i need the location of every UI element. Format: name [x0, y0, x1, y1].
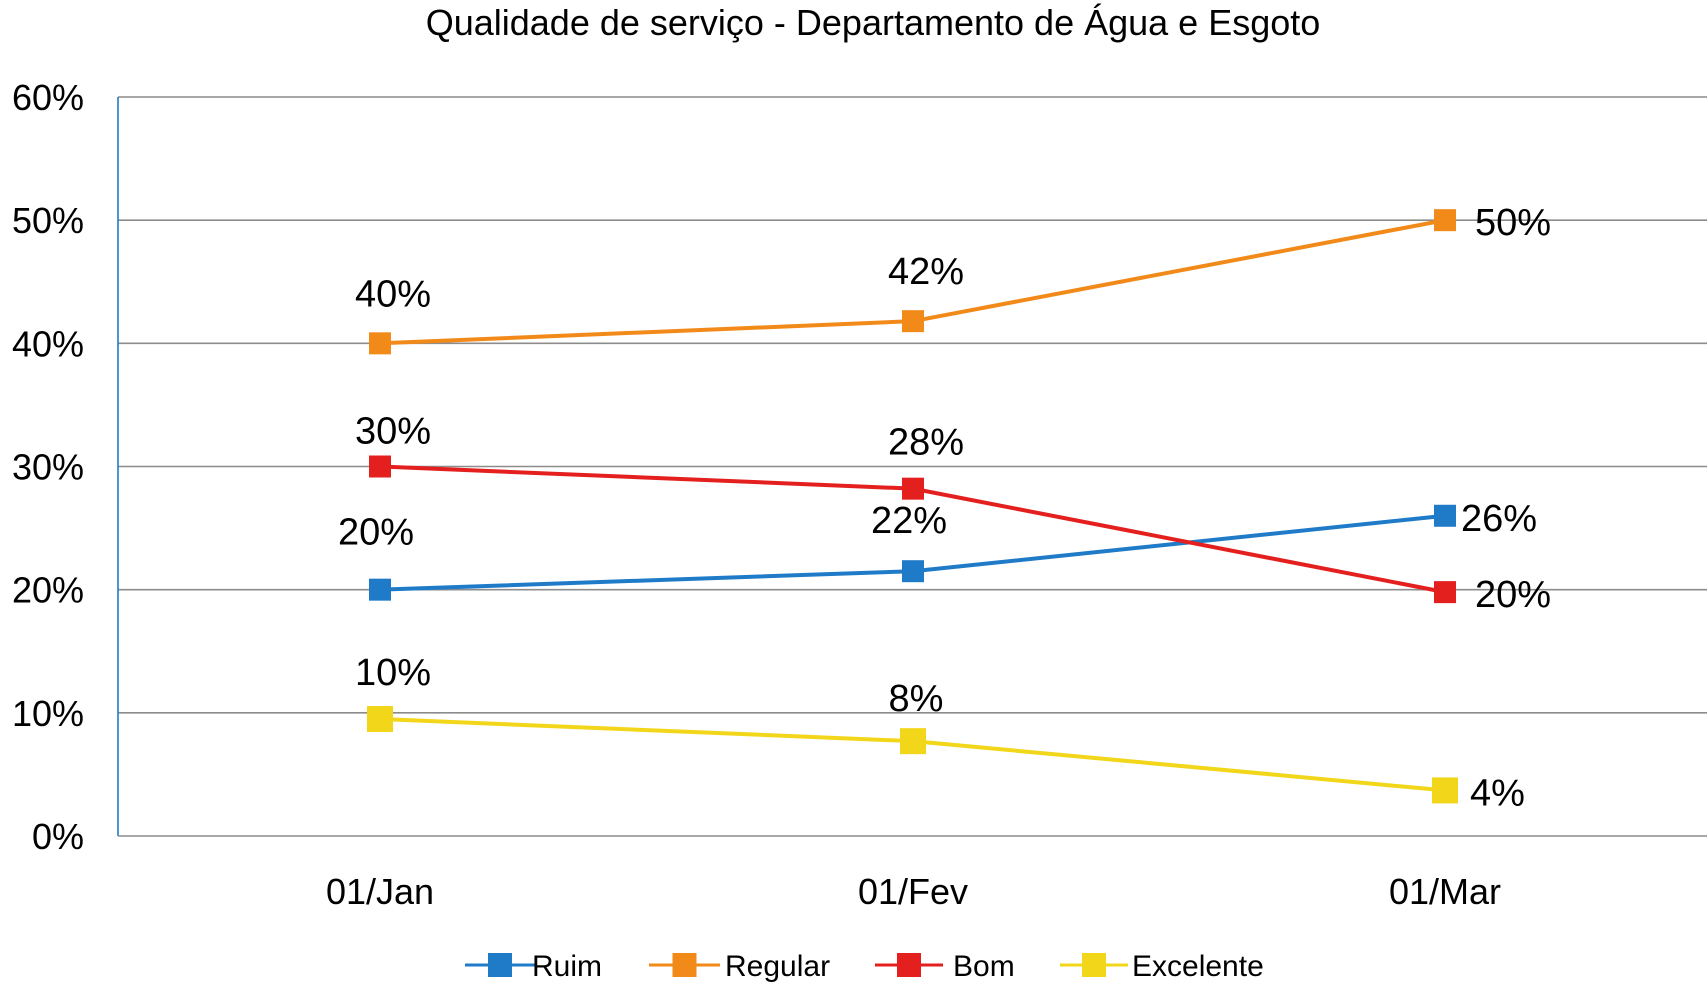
data-label: 20%	[1475, 574, 1551, 616]
series-excelente: 10% 8% 4%	[355, 652, 1525, 814]
grid-lines	[118, 96, 1707, 714]
x-tick-label: 01/Mar	[1389, 871, 1501, 912]
data-label: 42%	[888, 251, 964, 293]
data-point-marker	[1434, 504, 1456, 527]
data-label: 4%	[1470, 772, 1525, 814]
y-tick-label: 60%	[12, 77, 84, 118]
legend: Ruim Regular Bom Excelente	[465, 950, 1264, 983]
legend-marker	[488, 953, 512, 977]
data-label: 26%	[1461, 498, 1537, 540]
data-point-marker	[900, 728, 926, 755]
x-tick-label: 01/Fev	[858, 871, 968, 912]
series-ruim: 20% 22% 26%	[338, 498, 1537, 601]
data-point-marker	[1434, 581, 1456, 604]
y-tick-label: 20%	[12, 570, 84, 611]
legend-label: Excelente	[1132, 950, 1264, 983]
data-point-marker	[369, 332, 391, 355]
legend-item-excelente: Excelente	[1060, 950, 1264, 983]
data-label: 22%	[871, 500, 947, 542]
legend-item-ruim: Ruim	[465, 950, 602, 983]
y-tick-label: 30%	[12, 447, 84, 488]
y-tick-label: 10%	[12, 693, 84, 734]
data-point-marker	[902, 477, 924, 500]
data-point-marker	[369, 578, 391, 601]
y-axis-ticks: 0% 10% 20% 30% 40% 50% 60%	[12, 77, 84, 857]
legend-marker	[1082, 953, 1106, 977]
series-bom: 30% 28% 20%	[355, 411, 1551, 617]
x-axis-ticks: 01/Jan 01/Fev 01/Mar	[326, 871, 1501, 912]
legend-marker	[897, 953, 921, 977]
series-group: 20% 22% 26% 40% 42% 50% 30% 28% 20% 10% 8% 4%	[338, 202, 1551, 814]
legend-label: Ruim	[532, 950, 602, 983]
legend-marker	[672, 953, 697, 977]
series-regular: 40% 42% 50%	[355, 202, 1551, 355]
axes	[117, 97, 1707, 837]
data-point-marker	[369, 455, 391, 478]
data-point-marker	[1432, 777, 1458, 804]
y-tick-label: 0%	[32, 816, 84, 857]
x-tick-label: 01/Jan	[326, 871, 434, 912]
data-label: 10%	[355, 652, 431, 694]
y-tick-label: 50%	[12, 200, 84, 241]
legend-item-regular: Regular	[649, 950, 830, 983]
chart-title: Qualidade de serviço - Departamento de Á…	[426, 2, 1321, 43]
data-point-marker	[902, 560, 924, 583]
data-label: 30%	[355, 411, 431, 453]
data-label: 50%	[1475, 202, 1551, 244]
data-label: 40%	[355, 273, 431, 315]
data-point-marker	[902, 310, 924, 333]
data-label: 28%	[888, 422, 964, 464]
legend-label: Regular	[725, 950, 830, 983]
data-label: 20%	[338, 512, 414, 554]
data-point-marker	[367, 705, 393, 732]
data-label: 8%	[889, 678, 944, 720]
legend-label: Bom	[953, 950, 1015, 983]
y-tick-label: 40%	[12, 323, 84, 364]
data-point-marker	[1434, 209, 1456, 232]
legend-item-bom: Bom	[875, 950, 1015, 983]
